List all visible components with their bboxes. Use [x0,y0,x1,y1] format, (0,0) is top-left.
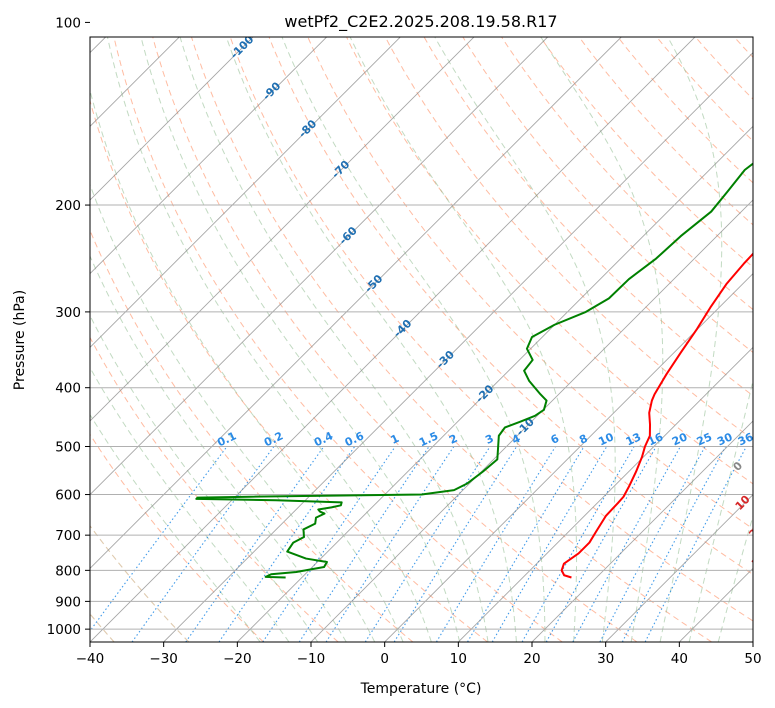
moist-adiabat-line [281,37,546,642]
dry-adiabat-line [384,37,753,441]
y-tick-label: 1000 [47,622,81,638]
moist-adiabat-line [717,514,753,642]
y-tick-label: 200 [55,198,81,214]
dewpoint-profile-line [195,162,753,579]
moist-adiabat-line [349,37,578,642]
dry-adiabat-line [152,37,638,642]
isotherm-line [90,37,622,569]
dry-adiabats [90,37,753,642]
dry-adiabat-line [90,229,414,642]
mixing-ratio-label: 10 [596,430,616,448]
x-tick-label: −10 [297,651,326,667]
x-axis-label: Temperature (°C) [360,681,482,697]
mixing-ratio-line [467,446,585,642]
plot-area: -100-90-80-70-60-50-40-30-20-100.1 0.2 0.4… [90,37,769,642]
mixing-ratio-label: 30 [715,430,735,448]
mixing-ratio-label: 13 [624,430,643,448]
isotherm-line [531,420,753,642]
isotherm-line [163,52,753,642]
isotherm-line [90,37,696,642]
y-axis-label: Pressure (hPa) [12,290,28,390]
mixing-ratio-line [298,446,430,642]
mixing-ratio-line [572,446,681,642]
isotherm-line [237,125,753,642]
isotherm-line [605,494,753,642]
y-tick-label: 100 [55,15,81,31]
x-tick-label: −40 [76,651,105,667]
mixing-ratio-line [435,446,556,642]
y-tick-label: 600 [55,488,81,504]
mixing-ratio-label: 36 [736,430,756,448]
mixing-ratio-line [218,446,356,642]
moist-adiabat-line [434,37,616,642]
moist-adiabat-line [90,314,319,642]
isotherm-line [90,37,180,127]
temperature-profile-line [560,252,753,579]
mixing-ratio-line [90,446,228,632]
x-tick-label: 10 [450,651,467,667]
moist-adiabat-line [140,37,461,642]
x-tick-label: −20 [223,651,252,667]
dry-adiabat-line [268,37,753,576]
x-tick-label: 50 [744,651,761,667]
dry-adiabat-line [307,37,753,530]
moist-adiabat-line [90,183,376,642]
dry-adiabat-line [229,37,753,622]
mixing-ratio-label: 20 [670,430,690,448]
y-tick-label: 700 [55,528,81,544]
moist-adiabats [90,37,753,642]
moist-adiabat-line [90,413,261,642]
isotherms [90,37,753,642]
moist-adiabat-line [225,37,517,642]
dry-adiabat-line [90,433,264,642]
mixing-ratio-line [262,446,396,642]
isotherm-line [458,346,753,642]
isotherm-line [310,199,753,642]
plot-frame [89,36,754,643]
isotherm-line [90,37,549,496]
dry-adiabat-line [90,336,339,642]
dry-adiabat-line [190,37,712,642]
mixing-ratio-line [325,446,455,642]
mixing-ratio-line [364,446,491,642]
moist-adiabat-line [90,366,290,642]
y-tick-label: 900 [55,594,81,610]
isotherm-line [90,37,328,275]
dry-adiabat-line [113,37,563,642]
moist-adiabat-line [106,37,432,642]
moist-adiabat-line [179,37,489,642]
moist-adiabat-line [90,254,347,642]
moist-adiabat-line [540,37,664,642]
sounding-profiles [195,162,753,579]
y-tick-label: 800 [55,563,81,579]
moist-adiabat-label: 30 [749,550,769,570]
pressure-gridlines [90,204,753,630]
chart-title: wetPf2_C2E2.2025.208.19.58.R17 [284,12,557,32]
y-tick-label: 500 [55,439,81,455]
mixing-ratio-line [185,446,325,642]
dry-adiabat-line [423,37,753,397]
y-tick-label: 400 [55,381,81,397]
x-tick-label: 0 [380,651,389,667]
isotherm-line [90,37,254,201]
x-tick-label: −30 [149,651,178,667]
isotherm-line [90,37,401,348]
x-tick-label: 20 [523,651,540,667]
moist-adiabat-line [90,88,404,642]
moist-adiabat-line [659,37,723,642]
isotherm-line [90,37,475,422]
moist-adiabat-line [688,378,753,642]
mixing-ratio-label: 25 [695,430,714,448]
x-tick-label: 30 [597,651,614,667]
x-axis: −40 −30 −20 −10 0 10 20 30 40 50 [76,642,762,667]
x-tick-label: 40 [671,651,688,667]
y-tick-label: 300 [55,305,81,321]
y-axis: 100 200 300 400 500 600 700 800 900 1000 [47,15,90,638]
dry-adiabat-line [346,37,753,485]
mixing-ratio-line [545,446,657,642]
moist-adiabat-label: 20 [746,521,766,541]
